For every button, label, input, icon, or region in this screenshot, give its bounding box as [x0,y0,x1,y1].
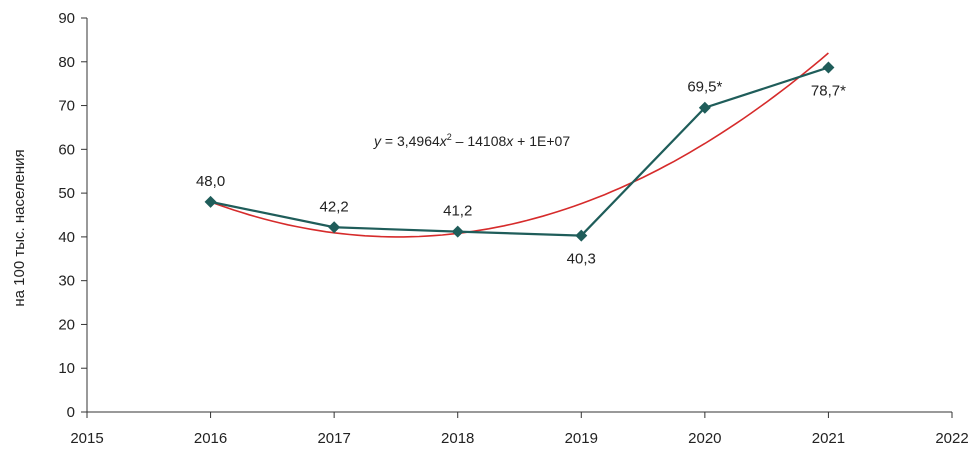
data-point-marker [451,225,464,238]
data-label: 48,0 [196,173,225,190]
y-tick-label: 50 [58,185,75,202]
equation-var-2: x [505,133,514,149]
y-tick-label: 30 [58,273,75,290]
x-tick-label: 2020 [688,430,721,447]
data-point-marker [204,195,217,208]
y-axis-title: на 100 тыс. населения [11,149,28,306]
equation-coef: = 3,4964 [381,133,440,149]
data-label: 42,2 [320,198,349,215]
x-axis-ticks: 2015 2016 2017 2018 2019 2020 2021 2022 [70,412,969,447]
y-tick-label: 10 [58,360,75,377]
trendline-equation: y = 3,4964x2 – 14108x + 1E+07 [373,132,570,149]
equation-mid: – 14108 [452,133,507,149]
equation-exponent: 2 [447,132,452,142]
y-axis-ticks: 0 10 20 30 40 50 60 70 80 90 [58,10,87,421]
x-tick-label: 2022 [935,430,968,447]
y-tick-label: 20 [58,316,75,333]
series-markers [204,61,835,242]
y-tick-label: 70 [58,98,75,115]
x-tick-label: 2021 [812,430,845,447]
y-tick-label: 80 [58,54,75,71]
axes: 0 10 20 30 40 50 60 70 80 90 2015 2016 2017 2018 2019… [58,10,968,447]
data-label: 69,5* [687,79,722,96]
data-point-marker [328,221,341,234]
y-tick-label: 0 [67,404,75,421]
equation-var-1: x [439,133,448,149]
x-tick-label: 2017 [317,430,350,447]
data-label: 40,3 [567,251,596,268]
x-tick-label: 2018 [441,430,474,447]
y-tick-label: 40 [58,229,75,246]
trendline [210,52,829,238]
equation-prefix: y [373,133,382,149]
data-point-marker [575,229,588,242]
data-labels: 48,0 42,2 41,2 40,3 69,5* 78,7* [196,79,846,268]
x-tick-label: 2015 [70,430,103,447]
data-label: 41,2 [443,203,472,220]
equation-tail: + 1E+07 [513,133,570,149]
data-point-marker [822,61,835,74]
x-tick-label: 2019 [565,430,598,447]
series-line [210,66,829,237]
y-tick-label: 90 [58,10,75,27]
data-point-marker [698,101,711,114]
data-label: 78,7* [811,82,846,99]
x-tick-label: 2016 [194,430,227,447]
y-tick-label: 60 [58,141,75,158]
